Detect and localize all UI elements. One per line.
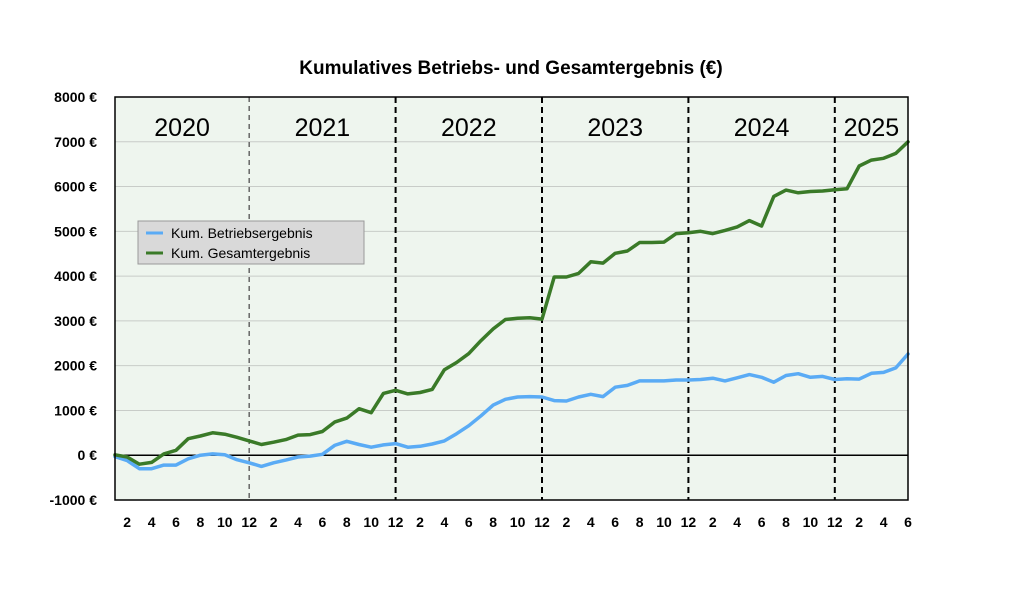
x-tick-label: 6 [904,514,912,530]
year-separators [248,97,836,500]
x-tick-label: 2 [270,514,278,530]
chart-title: Kumulatives Betriebs- und Gesamtergebnis… [299,58,722,79]
x-tick-label: 10 [217,514,233,530]
x-tick-label: 8 [782,514,790,530]
x-tick-label: 6 [172,514,180,530]
legend-label-gesamtergebnis: Kum. Gesamtergebnis [171,245,310,261]
y-tick-label: 6000 € [54,179,97,195]
year-label: 2024 [734,114,790,142]
x-tick-label: 2 [123,514,131,530]
x-tick-label: 4 [441,514,449,530]
x-tick-label: 4 [294,514,302,530]
x-tick-label: 6 [611,514,619,530]
y-tick-label: 4000 € [54,268,97,284]
x-tick-label: 10 [803,514,819,530]
x-tick-label: 12 [534,514,550,530]
y-tick-label: -1000 € [50,492,98,508]
year-labels: 2020 2021 2022 2023 2024 2025 [154,114,899,142]
x-tick-label: 6 [319,514,327,530]
year-label: 2022 [441,114,497,142]
year-label: 2021 [295,114,351,142]
x-tick-label: 4 [587,514,595,530]
y-axis-ticks: -1000 € 0 € 1000 € 2000 € 3000 € 4000 € 5000 €… [50,89,98,508]
x-tick-label: 8 [636,514,644,530]
y-tick-label: 1000 € [54,402,97,418]
x-tick-label: 2 [709,514,717,530]
x-tick-label: 8 [343,514,351,530]
plot-area [115,97,908,500]
series-line-betriebsergebnis [113,352,910,471]
x-tick-label: 10 [510,514,526,530]
y-tick-label: 5000 € [54,223,97,239]
x-tick-label: 6 [465,514,473,530]
year-label: 2020 [154,114,210,142]
series-lines [113,140,910,471]
year-label: 2025 [844,114,900,142]
y-tick-label: 0 € [78,447,98,463]
x-tick-label: 2 [855,514,863,530]
x-tick-label: 8 [489,514,497,530]
x-tick-label: 12 [827,514,843,530]
year-label: 2023 [587,114,643,142]
x-axis-ticks: 2 4 6 8 10 12 2 4 6 8 10 12 2 4 6 8 10 12 2 4 6 8 10 12 2 4 6 8 10 12… [123,514,912,530]
x-tick-label: 2 [563,514,571,530]
x-tick-label: 4 [733,514,741,530]
x-tick-label: 12 [241,514,257,530]
legend-box [137,220,365,265]
x-tick-label: 12 [681,514,697,530]
y-tick-label: 7000 € [54,134,97,150]
y-tick-label: 2000 € [54,358,97,374]
y-tick-label: 8000 € [54,89,97,105]
x-tick-label: 8 [197,514,205,530]
x-tick-label: 4 [880,514,888,530]
y-tick-label: 3000 € [54,313,97,329]
x-tick-label: 2 [416,514,424,530]
x-tick-label: 6 [758,514,766,530]
x-tick-label: 10 [656,514,672,530]
x-tick-label: 12 [388,514,404,530]
legend-label-betriebsergebnis: Kum. Betriebsergebnis [171,225,313,241]
x-tick-label: 10 [363,514,379,530]
x-tick-label: 4 [148,514,156,530]
plot-border [114,96,909,501]
series-line-gesamtergebnis [113,140,910,466]
legend: Kum. Betriebsergebnis Kum. Gesamtergebni… [137,220,365,265]
